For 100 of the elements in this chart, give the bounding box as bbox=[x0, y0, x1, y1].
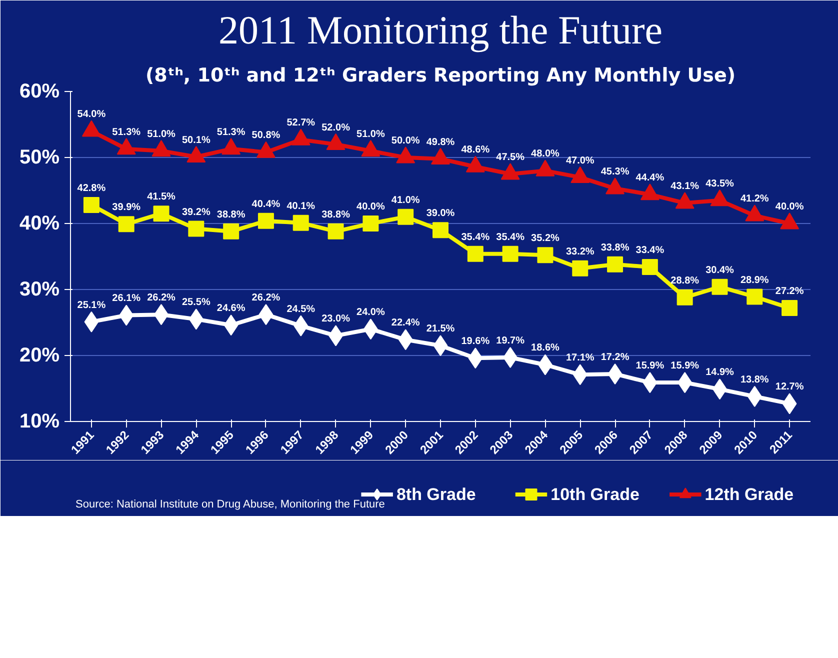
data-label: 48.6% bbox=[461, 144, 490, 156]
point bbox=[396, 146, 416, 164]
point bbox=[642, 259, 658, 276]
point bbox=[606, 178, 625, 194]
source-note: Source: National Institute on Drug Abuse, Monitoring the Future bbox=[76, 498, 385, 510]
data-label: 23.0% bbox=[322, 314, 350, 325]
data-label: 38.8% bbox=[322, 209, 350, 220]
data-label: 51.3% bbox=[112, 126, 141, 138]
data-label: 54.0% bbox=[77, 109, 106, 120]
y-tick-label: 60% bbox=[19, 80, 60, 102]
data-label: 42.8% bbox=[77, 183, 106, 194]
point bbox=[570, 166, 590, 183]
point bbox=[362, 216, 379, 232]
data-label: 33.4% bbox=[636, 245, 664, 256]
data-label: 43.1% bbox=[670, 181, 700, 192]
data-label: 50.0% bbox=[391, 136, 420, 146]
point bbox=[116, 138, 136, 155]
data-label: 13.8% bbox=[740, 374, 769, 386]
data-label: 41.0% bbox=[391, 194, 420, 206]
data-label: 48.0% bbox=[531, 148, 560, 160]
data-label: 35.2% bbox=[531, 233, 560, 244]
point bbox=[782, 300, 798, 316]
data-label: 21.5% bbox=[426, 324, 455, 335]
data-label: 35.4% bbox=[496, 232, 525, 243]
point bbox=[328, 223, 344, 240]
data-label: 26.2% bbox=[147, 292, 176, 304]
y-tick-label: 50% bbox=[19, 146, 60, 168]
chart-title: 2011 Monitoring the Future bbox=[218, 8, 663, 52]
data-label: 28.8% bbox=[670, 275, 700, 286]
point bbox=[500, 163, 520, 180]
point bbox=[256, 141, 276, 158]
data-label: 17.2% bbox=[600, 352, 630, 363]
data-label: 51.3% bbox=[216, 126, 246, 138]
data-label: 52.0% bbox=[322, 122, 350, 134]
point bbox=[572, 260, 588, 276]
y-tick-label: 20% bbox=[19, 344, 60, 366]
y-tick-label: 40% bbox=[19, 212, 60, 234]
legend-label: 12th Grade bbox=[704, 485, 794, 504]
point bbox=[82, 120, 101, 137]
point bbox=[466, 156, 485, 172]
y-tick-label: 10% bbox=[19, 410, 60, 432]
point bbox=[188, 220, 204, 237]
data-label: 30.4% bbox=[706, 264, 734, 276]
point bbox=[710, 190, 730, 206]
point bbox=[326, 133, 346, 150]
data-label: 28.9% bbox=[740, 274, 769, 286]
data-label: 41.2% bbox=[740, 194, 769, 205]
point bbox=[432, 222, 448, 238]
data-label: 25.5% bbox=[182, 297, 210, 308]
data-label: 24.5% bbox=[286, 304, 316, 315]
point bbox=[292, 214, 309, 231]
data-label: 45.3% bbox=[600, 166, 630, 178]
data-label: 47.5% bbox=[496, 152, 525, 163]
data-label: 19.6% bbox=[461, 336, 490, 348]
point bbox=[537, 247, 554, 264]
data-label: 50.8% bbox=[252, 130, 280, 142]
data-label: 33.2% bbox=[566, 246, 594, 258]
point bbox=[186, 146, 206, 163]
data-label: 40.0% bbox=[356, 202, 385, 212]
data-label: 39.0% bbox=[426, 208, 455, 220]
data-label: 19.7% bbox=[496, 335, 525, 346]
chart-subtitle: (8ᵗʰ, 10ᵗʰ and 12ᵗʰ Graders Reporting Any Monthly Use) bbox=[145, 64, 736, 86]
point bbox=[258, 212, 274, 229]
point bbox=[676, 289, 693, 306]
point bbox=[780, 212, 800, 230]
point bbox=[607, 256, 624, 272]
data-label: 40.1% bbox=[286, 200, 316, 212]
data-label: 49.8% bbox=[426, 136, 455, 148]
data-label: 24.0% bbox=[356, 307, 385, 318]
data-label: 47.0% bbox=[566, 155, 594, 166]
data-label: 18.6% bbox=[531, 342, 560, 354]
data-label: 15.9% bbox=[670, 360, 700, 372]
data-label: 52.7% bbox=[286, 118, 316, 129]
data-label: 51.0% bbox=[356, 128, 385, 140]
data-label: 39.2% bbox=[182, 206, 210, 218]
data-label: 51.0% bbox=[147, 128, 176, 140]
data-label: 43.5% bbox=[706, 178, 734, 190]
point bbox=[502, 246, 518, 262]
data-label: 38.8% bbox=[216, 209, 246, 220]
data-label: 14.9% bbox=[706, 367, 734, 378]
data-label: 25.1% bbox=[77, 300, 106, 311]
data-label: 26.1% bbox=[112, 293, 141, 304]
point bbox=[675, 192, 694, 209]
point bbox=[361, 140, 380, 157]
data-label: 40.0% bbox=[775, 202, 804, 212]
data-label: 41.5% bbox=[147, 192, 176, 203]
y-tick-label: 30% bbox=[19, 278, 60, 300]
data-label: 15.9% bbox=[636, 360, 664, 372]
data-label: 26.2% bbox=[252, 292, 280, 304]
point bbox=[431, 148, 450, 165]
point bbox=[640, 184, 660, 200]
data-label: 12.7% bbox=[775, 382, 804, 393]
point bbox=[536, 160, 555, 176]
data-label: 35.4% bbox=[461, 232, 490, 243]
data-label: 17.1% bbox=[566, 352, 594, 364]
point bbox=[712, 278, 728, 295]
point bbox=[291, 128, 310, 146]
point bbox=[222, 138, 241, 155]
data-label: 40.4% bbox=[252, 198, 280, 210]
data-label: 33.8% bbox=[600, 242, 630, 254]
